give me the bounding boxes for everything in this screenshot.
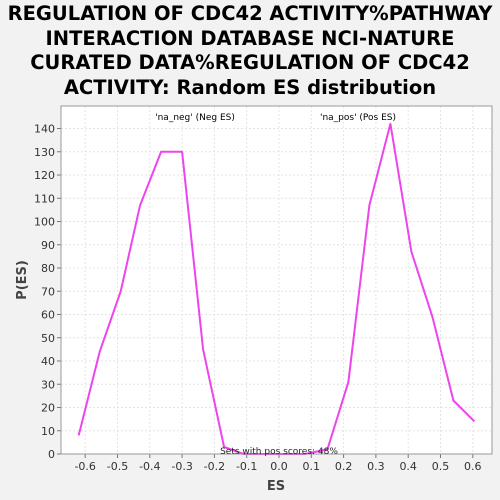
y-tick-label: 130 xyxy=(34,146,55,159)
title-line: REGULATION OF CDC42 ACTIVITY%PATHWAY xyxy=(7,2,493,25)
plot-area xyxy=(61,106,492,454)
y-tick-label: 0 xyxy=(48,448,55,461)
y-tick-label: 20 xyxy=(41,402,55,415)
y-tick-label: 70 xyxy=(41,285,55,298)
y-tick-label: 10 xyxy=(41,425,55,438)
y-tick-label: 60 xyxy=(41,309,55,322)
x-axis-label: ES xyxy=(267,479,285,494)
title-line: INTERACTION DATABASE NCI-NATURE xyxy=(45,26,455,50)
legend-neg: 'na_neg' (Neg ES) xyxy=(155,113,235,123)
x-tick-label: -0.2 xyxy=(204,460,225,473)
pos-scores-annotation: Sets with pos scores: 48% xyxy=(220,447,338,457)
x-tick-label: 0.1 xyxy=(303,460,321,473)
chart-title: REGULATION OF CDC42 ACTIVITY%PATHWAY INT… xyxy=(0,2,500,100)
title-line: ACTIVITY: Random ES distribution xyxy=(63,75,437,99)
gridlines xyxy=(61,106,492,455)
x-tick-label: -0.3 xyxy=(171,460,192,473)
legend-pos: 'na_pos' (Pos ES) xyxy=(320,113,396,123)
x-tick-label: 0.5 xyxy=(432,460,450,473)
y-tick-label: 140 xyxy=(34,123,55,136)
y-tick-label: 120 xyxy=(34,169,55,182)
y-tick-label: 110 xyxy=(34,192,55,205)
y-axis-ticks: 0 10 20 30 40 50 60 70 80 90 100 110 120 130 140 xyxy=(34,123,61,461)
x-tick-label: -0.5 xyxy=(107,460,128,473)
x-tick-label: 0.3 xyxy=(367,460,385,473)
plot-border xyxy=(60,105,493,455)
x-tick-label: 0.0 xyxy=(270,460,288,473)
x-tick-label: -0.6 xyxy=(74,460,95,473)
y-tick-label: 80 xyxy=(41,262,55,275)
y-tick-label: 40 xyxy=(41,355,55,368)
x-tick-label: 0.2 xyxy=(335,460,353,473)
y-axis-label: P(ES) xyxy=(15,260,30,300)
y-tick-label: 30 xyxy=(41,378,55,391)
y-tick-label: 100 xyxy=(34,216,55,229)
x-tick-label: -0.4 xyxy=(139,460,160,473)
x-tick-label: 0.6 xyxy=(464,460,482,473)
title-line: CURATED DATA%REGULATION OF CDC42 xyxy=(30,51,470,74)
y-tick-label: 90 xyxy=(41,239,55,252)
y-tick-label: 50 xyxy=(41,332,55,345)
x-tick-label: -0.1 xyxy=(236,460,257,473)
x-tick-label: 0.4 xyxy=(399,460,417,473)
x-axis-ticks: -0.6 -0.5 -0.4 -0.3 -0.2 -0.1 0.0 0.1 0.2 0.3 0.4 0… xyxy=(74,454,482,473)
